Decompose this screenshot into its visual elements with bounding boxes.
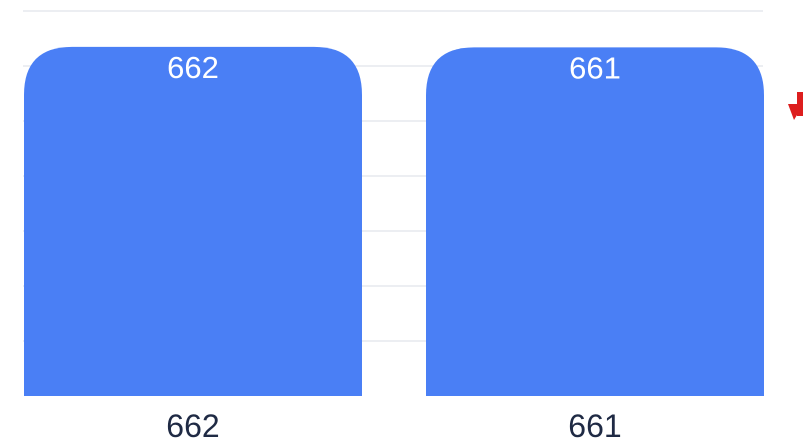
x-tick-label: 662 [166,408,219,444]
x-axis-tick-labels: 662 661 [166,408,621,444]
bar [426,47,764,396]
x-tick-label: 661 [568,408,621,444]
bar-value-label: 662 [167,50,219,85]
arrow-down-icon [788,92,803,120]
bar-value-label: 661 [569,50,621,85]
bar-value-labels: 662 661 [167,50,621,86]
bar [24,46,362,397]
bars [24,46,764,397]
